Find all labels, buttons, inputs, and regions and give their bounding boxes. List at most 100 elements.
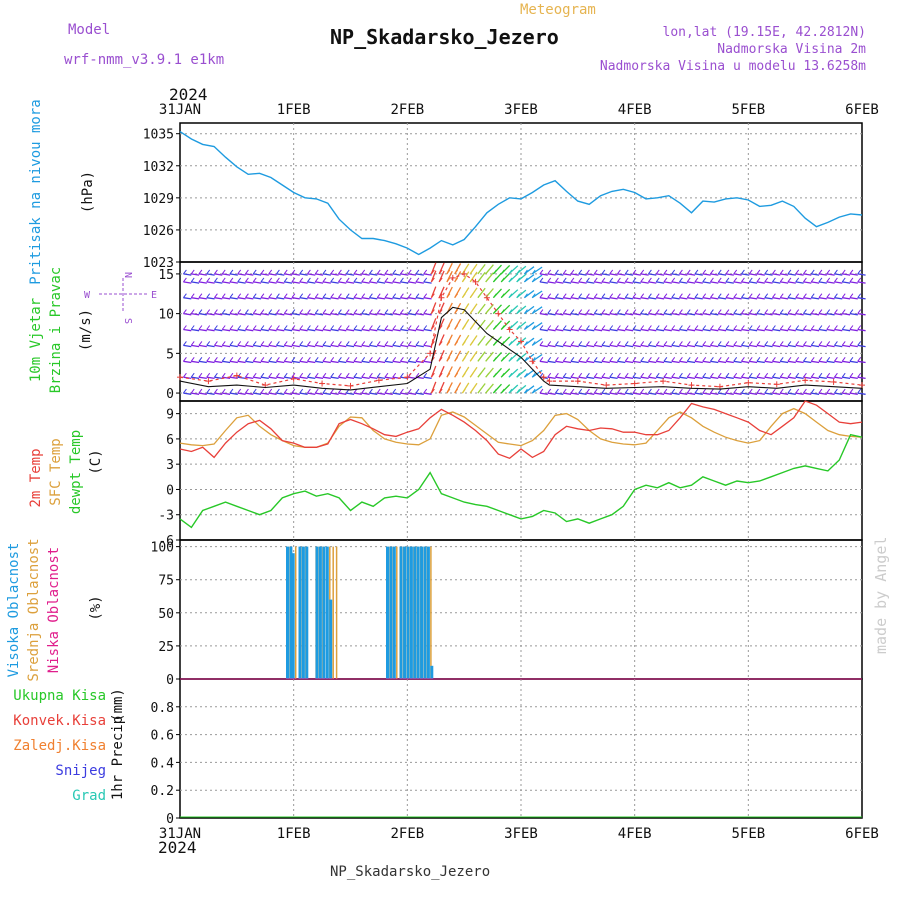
wind-barb [772,328,781,332]
wind-barb-tick [415,325,420,330]
wind-ytick-label: 0 [166,387,174,402]
wind-barb [656,392,665,395]
wind-barb-tick [803,372,807,378]
wind-barb-tick [516,341,521,346]
wind-barb [570,328,579,332]
wind-barb [718,328,727,332]
wind-barb-tick [252,325,257,330]
wind-barb-tick [229,309,234,314]
wind-barb-tick [306,341,311,346]
wind-barb-tick [810,309,815,314]
wind-barb-tick [663,293,668,299]
wind-barb-tick [702,293,707,299]
wind-barb-tick [578,356,583,362]
wind-barb [601,312,610,316]
wind-barb-tick [663,388,668,394]
wind-barb-tick [275,388,280,394]
wind-barb [857,273,866,276]
wind-barb-tick [430,293,435,299]
wind-barb-tick [283,277,288,283]
wind-barb-tick [330,293,335,299]
wind-barb [423,281,432,284]
wind-barb-tick [337,293,342,299]
wind-barb-tick [764,372,769,378]
wind-barb [780,376,789,380]
wind-barb-tick [725,372,730,378]
wind-barb [570,312,579,316]
wind-barb-tick [190,309,195,314]
wind-barb [842,328,851,332]
wind-barb [749,344,758,348]
wind-barb-tick [810,341,815,346]
wind-barb [253,281,262,284]
wind-barb-tick [632,293,637,299]
wind-barb [222,360,231,364]
wind-barb-tick [826,341,831,346]
wind-barb-tick [834,341,838,346]
wind-barb-tick [461,388,466,394]
wind-barb [524,337,535,346]
wind-barb [764,376,773,380]
wind-barb [346,344,355,348]
wind-barb [656,273,665,276]
wind-barb-tick [826,269,831,275]
wind-barb-tick [237,356,242,362]
wind-barb-tick [260,293,265,299]
wind-barb-tick [524,277,528,283]
wind-barb [353,297,362,300]
wind-barb [330,376,339,380]
wind-barb [687,344,696,348]
wind-barb [609,281,618,284]
wind-barb-tick [787,325,792,330]
wind-barb [276,376,285,380]
wind-barb-tick [779,325,784,330]
wind-barb [206,297,215,300]
wind-barb [857,297,866,300]
wind-barb [679,273,688,276]
wind-barb [408,328,417,332]
wind-barb-tick [702,388,707,394]
wind-barb-tick [578,269,583,275]
wind-barb [640,392,649,395]
wind-barb [408,392,417,395]
wind-barb-tick [213,309,218,314]
wind-barb-tick [717,309,722,314]
wind-barb [749,297,758,300]
wind-barb [346,360,355,364]
wind-barb [377,392,386,395]
wind-barb-tick [617,277,621,283]
wind-barb-tick [221,269,226,275]
wind-barb [524,274,535,283]
wind-barb-tick [826,309,831,314]
wind-barb-tick [764,269,769,275]
wind-barb-tick [586,388,590,394]
wind-barb-tick [198,293,203,299]
wind-barb [702,297,711,300]
wind-barb [656,328,665,332]
wind-barb [245,376,254,380]
wind-barb-tick [361,341,366,346]
wind-barb-tick [454,325,459,330]
wind-barb [617,273,626,276]
wind-barb-tick [353,356,358,362]
wind-barb-tick [345,277,350,283]
wind-barb-tick [632,277,637,283]
wind-barb [555,344,564,348]
wind-barb-tick [686,372,691,378]
wind-barb [811,281,820,284]
wind-barb [307,344,316,348]
wind-barb-tick [361,372,366,378]
wind-barb-tick [756,309,761,314]
wind-barb [524,266,535,275]
wind-barb-tick [516,388,521,394]
wind-barb [818,344,827,348]
wind-barb [369,328,378,332]
wind-barb-tick [415,277,420,283]
wind-ytick-label: 5 [166,347,174,362]
precip-legend-total: Ukupna Kisa [13,688,106,704]
x-tick-label-top: 31JAN [159,102,201,118]
wind-barb-tick [725,341,730,346]
wind-barb-tick [430,341,435,346]
wind-barb-tick [237,309,242,314]
wind-barb [539,273,548,276]
